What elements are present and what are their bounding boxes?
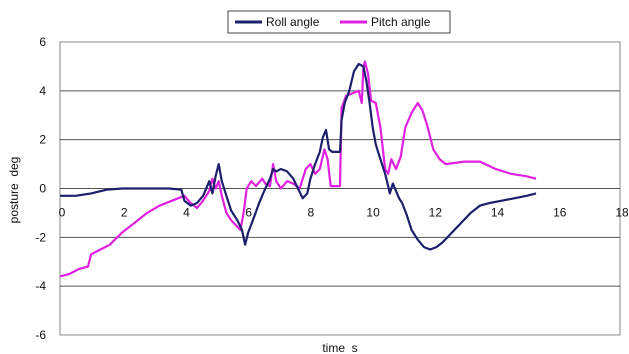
y-tick-label: 2 <box>39 133 46 147</box>
x-tick-label: 4 <box>183 206 190 220</box>
x-tick-label: 12 <box>429 206 443 220</box>
y-tick-label: -2 <box>35 230 46 244</box>
x-tick-label: 18 <box>615 206 629 220</box>
legend-label-pitch: Pitch angle <box>371 15 431 29</box>
y-tick-labels: 6 4 2 0 -2 -4 -6 <box>35 35 46 342</box>
y-tick-label: 4 <box>39 84 46 98</box>
x-axis-label: time s <box>322 341 357 354</box>
pitch-angle-line <box>59 60 537 278</box>
x-tick-label: 6 <box>245 206 252 220</box>
legend-label-roll: Roll angle <box>266 15 320 29</box>
series-lines <box>59 60 537 278</box>
y-axis-label: posture deg <box>7 157 21 224</box>
x-tick-label: 0 <box>59 206 66 220</box>
y-tick-label: 0 <box>39 182 46 196</box>
legend: Roll angle Pitch angle <box>227 10 451 34</box>
x-tick-label: 14 <box>491 206 505 220</box>
legend-box <box>227 10 451 34</box>
y-tick-label: -6 <box>35 328 46 342</box>
y-tick-label: 6 <box>39 35 46 49</box>
x-tick-label: 8 <box>308 206 315 220</box>
x-tick-label: 10 <box>366 206 380 220</box>
y-tick-label: -4 <box>35 279 46 293</box>
roll-angle-line <box>60 62 537 251</box>
x-tick-labels: 0 2 4 6 8 10 12 14 16 18 <box>59 206 629 220</box>
x-tick-label: 2 <box>121 206 128 220</box>
x-tick-label: 16 <box>553 206 567 220</box>
